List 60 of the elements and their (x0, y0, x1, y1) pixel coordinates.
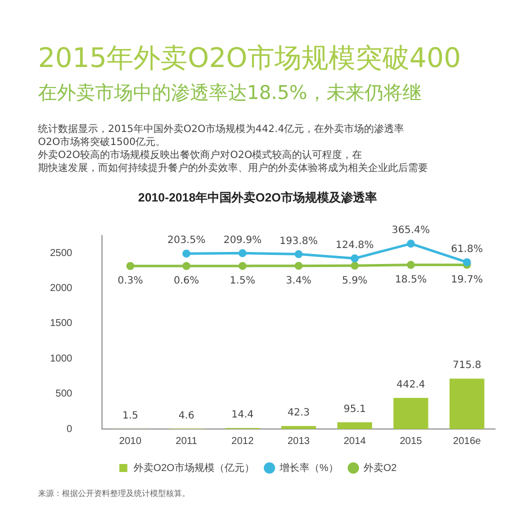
data-label: 4.6 (178, 410, 194, 422)
legend-label: 外卖O2O市场规模（亿元） (133, 462, 254, 474)
point (462, 258, 471, 266)
data-label: 0.6% (174, 276, 200, 287)
point (238, 249, 247, 258)
text: 期快速发展，而如何持续提升餐户的外卖效率、用户的外卖体验将成为相关企业此后需要 (38, 162, 428, 175)
legend-label: 增长率（%） (278, 462, 338, 474)
bar (450, 378, 484, 429)
data-label: 209.9% (223, 234, 262, 246)
data-label: 1.5% (230, 276, 256, 287)
x-tick-label: 2011 (176, 436, 198, 447)
x-tick-label: 2013 (288, 436, 310, 447)
point (350, 262, 359, 270)
x-tick-label: 2012 (231, 436, 254, 447)
text: 统计数据显示，2015年中国外卖O2O市场规模为442.4亿元，在外卖市场的渗透率 (38, 122, 404, 136)
data-label: 365.4% (392, 225, 430, 236)
y-tick-label: 0 (66, 424, 73, 435)
data-label: 1.5 (122, 410, 138, 422)
point (350, 254, 359, 262)
point (238, 262, 247, 270)
point (294, 262, 303, 270)
data-label: 18.5% (394, 274, 427, 286)
x-tick-label: 2014 (344, 436, 366, 447)
x-tick-label: 2010 (119, 436, 142, 447)
data-label: 0.3% (118, 276, 144, 287)
text: 2015年外卖O2O市场规模突破400 (38, 42, 461, 76)
data-label: 442.4 (396, 379, 426, 390)
data-label: 95.1 (344, 404, 366, 415)
y-tick-label: 500 (56, 388, 73, 400)
data-label: 715.8 (452, 360, 482, 372)
data-label: 124.8% (336, 240, 374, 251)
text: 在外卖市场中的渗透率达18.5%，未来仍将继 (38, 81, 422, 106)
bar (393, 398, 428, 429)
point (294, 250, 303, 258)
data-label: 42.3 (287, 408, 310, 419)
text: O2O市场将突破1500亿元。 (38, 136, 166, 149)
y-tick-label: 2500 (50, 248, 73, 259)
source-note: 来源：根据公开资料整理及统计模型核算。 (38, 488, 190, 499)
point (182, 250, 190, 258)
y-tick-label: 1500 (50, 318, 73, 330)
data-label: 14.4 (231, 410, 254, 421)
point (406, 260, 415, 269)
chart-title: 2010-2018年中国外卖O2O市场规模及渗透率 (138, 190, 377, 205)
data-label: 61.8% (451, 244, 483, 255)
x-tick-label: 2016e (453, 436, 482, 447)
y-tick-label: 1000 (50, 353, 73, 364)
data-label: 5.9% (342, 275, 368, 286)
point (126, 262, 134, 270)
point (182, 262, 190, 270)
data-label: 19.7% (451, 274, 483, 286)
bar (337, 422, 372, 429)
data-label: 193.8% (280, 236, 318, 247)
point (406, 240, 415, 248)
legend-label: 外卖O2 (363, 462, 398, 474)
bar (281, 426, 316, 429)
text: 外卖O2O较高的市场规模反映出餐饮商户对O2O模式较高的认可程度，在 (38, 148, 362, 162)
x-tick-label: 2015 (400, 436, 422, 447)
data-label: 3.4% (286, 275, 312, 286)
data-label: 203.5% (167, 235, 206, 246)
y-tick-label: 2000 (50, 282, 73, 294)
